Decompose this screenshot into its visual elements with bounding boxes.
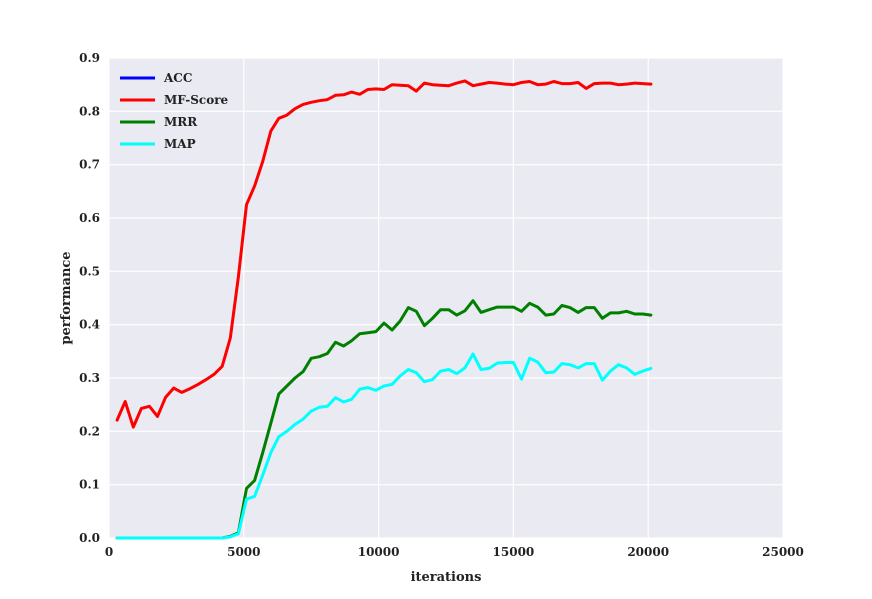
x-tick-label: 5000 bbox=[227, 545, 260, 559]
x-tick-label: 20000 bbox=[627, 545, 669, 559]
y-tick-label: 0.5 bbox=[79, 264, 100, 278]
x-tick-label: 15000 bbox=[493, 545, 535, 559]
y-axis-label: performance bbox=[59, 251, 74, 344]
y-tick-label: 0.7 bbox=[79, 158, 100, 172]
x-tick-label: 10000 bbox=[358, 545, 400, 559]
y-tick-label: 0.1 bbox=[79, 478, 100, 492]
legend-label-mrr: MRR bbox=[164, 115, 198, 129]
series-lines bbox=[115, 79, 653, 540]
y-tick-label: 0.9 bbox=[79, 51, 100, 65]
y-tick-label: 0.3 bbox=[79, 371, 100, 385]
legend-label-map: MAP bbox=[164, 137, 196, 151]
y-tick-label: 0.8 bbox=[79, 104, 100, 118]
grid-lines bbox=[108, 57, 784, 539]
y-tick-label: 0.0 bbox=[79, 531, 100, 545]
x-tick-labels: 0 5000 10000 15000 20000 25000 bbox=[105, 545, 804, 559]
plot-background bbox=[109, 58, 783, 538]
y-tick-label: 0.4 bbox=[79, 318, 100, 332]
x-tick-label: 0 bbox=[105, 545, 113, 559]
x-tick-label: 25000 bbox=[762, 545, 804, 559]
legend-label-mf-score: MF-Score bbox=[164, 93, 229, 107]
y-tick-label: 0.6 bbox=[79, 211, 100, 225]
series-line-mf-score bbox=[115, 79, 653, 429]
x-axis-label: iterations bbox=[411, 570, 482, 585]
y-tick-label: 0.2 bbox=[79, 424, 100, 438]
y-tick-labels: 0.0 0.1 0.2 0.3 0.4 0.5 0.6 0.7 0.8 0.9 bbox=[79, 51, 100, 545]
legend-label-acc: ACC bbox=[163, 71, 192, 85]
series-line-map bbox=[115, 352, 653, 540]
legend: ACC MF-Score MRR MAP bbox=[120, 71, 229, 151]
